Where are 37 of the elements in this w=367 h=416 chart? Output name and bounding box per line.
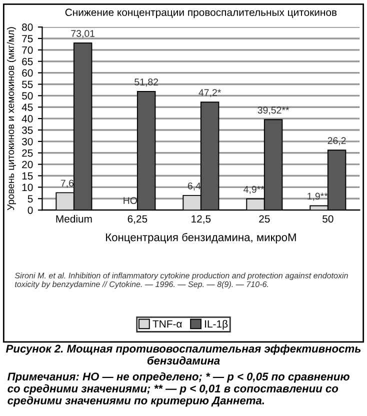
y-tick-label: 75 xyxy=(22,35,33,42)
text: Sironi M. et al. Inhibition of inflammatory cytokine production and protection against endotoxin toxicity by benzydamine // Cytokine. — 1996. — Sep. — 8(9). — 710-6. xyxy=(14,272,348,289)
x-tick-label: 50 xyxy=(322,215,334,223)
y-tick-label: 55 xyxy=(22,80,33,88)
data-label: 73,01 xyxy=(71,30,95,38)
data-label: 51,82 xyxy=(134,78,158,87)
x-tick-label: 6,25 xyxy=(128,215,148,224)
x-tick-label: 12,5 xyxy=(192,215,211,224)
x-axis-title: Концентрация бензидамина, микроМ xyxy=(106,232,296,244)
data-label: 39,52** xyxy=(258,106,290,115)
legend-label: IL-1β xyxy=(205,320,228,330)
y-tick-label: 40 xyxy=(22,115,33,122)
x-tick-label: 25 xyxy=(259,215,270,223)
y-tick-label: 35 xyxy=(22,126,33,134)
y-tick-label: 45 xyxy=(22,104,33,111)
text: Примечания: НО — не определено; * — p < 0,05 по сравнению со средними значениями; ** — p < 0,01 в сопоставлении со средними значениями по критерию Даннета. xyxy=(8,372,350,407)
data-label: 47,2* xyxy=(198,89,222,98)
legend-label: TNF-α xyxy=(152,320,182,328)
y-axis-title: Уровень цитокинов и хемокинов (мкг/мл) xyxy=(6,27,16,210)
y-tick-label: 25 xyxy=(22,149,33,157)
y-tick-label: 15 xyxy=(22,172,33,180)
x-tick-label: Medium xyxy=(56,214,92,223)
text: НО xyxy=(124,197,137,204)
data-label: 7,6 xyxy=(60,180,74,188)
chart-title: Снижение концентрации провоспалительных цитокинов xyxy=(65,8,337,18)
y-tick-label: 0 xyxy=(28,206,33,214)
y-tick-label: 60 xyxy=(22,69,33,77)
y-tick-label: 20 xyxy=(22,160,33,168)
text: Рисунок 2. Мощная противовоспалительная эффективность бензидамина xyxy=(6,344,361,365)
y-tick-label: 70 xyxy=(22,46,33,54)
y-tick-label: 50 xyxy=(22,92,33,100)
data-label: 26,2 xyxy=(328,137,346,146)
y-tick-label: 30 xyxy=(22,138,33,146)
y-tick-label: 10 xyxy=(22,184,33,192)
y-tick-label: 5 xyxy=(28,195,33,203)
y-tick-label: 80 xyxy=(22,24,33,31)
y-tick-label: 65 xyxy=(22,58,33,66)
